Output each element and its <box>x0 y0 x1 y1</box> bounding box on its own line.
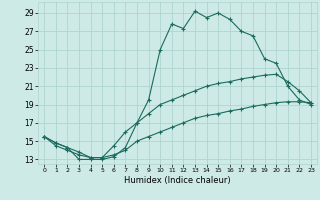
X-axis label: Humidex (Indice chaleur): Humidex (Indice chaleur) <box>124 176 231 185</box>
